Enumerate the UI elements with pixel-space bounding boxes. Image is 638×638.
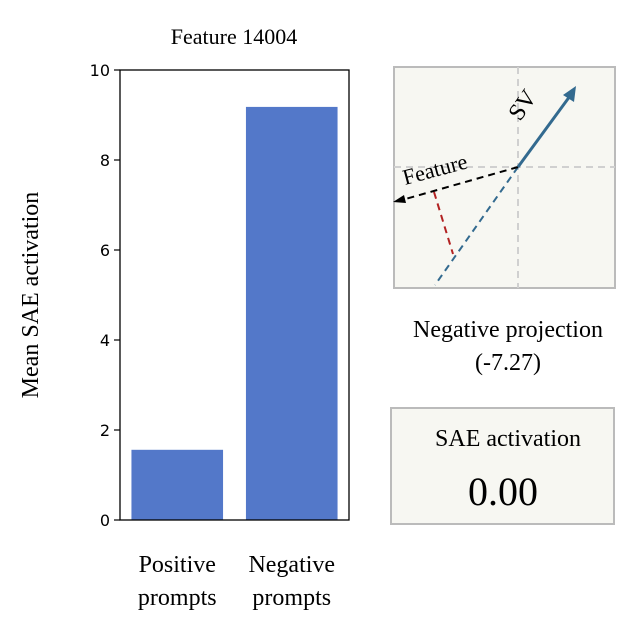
feature-vector bbox=[401, 166, 519, 201]
plot-frame bbox=[119, 69, 350, 521]
diagram-frame bbox=[393, 66, 616, 289]
projection-value: (-7.27) bbox=[475, 350, 541, 376]
y-tick-label: 4 bbox=[100, 331, 110, 350]
sv-extension-line bbox=[434, 166, 519, 286]
activation-box: SAE activation 0.00 bbox=[390, 407, 615, 525]
activation-label: SAE activation bbox=[435, 426, 581, 452]
y-tick-label: 8 bbox=[100, 151, 110, 170]
x-tick-label: Negative prompts bbox=[248, 552, 335, 611]
chart-title: Feature 14004 bbox=[171, 24, 297, 49]
bar-0 bbox=[131, 449, 224, 520]
sv-vector bbox=[516, 95, 572, 168]
bar-chart: Feature 14004 Mean SAE activation 0 2 4 6 8 1… bbox=[18, 24, 350, 611]
projection-diagram: SV Feature Negative projection (-7.27) bbox=[393, 66, 616, 376]
bar-1 bbox=[245, 106, 338, 521]
sv-arrowhead bbox=[563, 86, 576, 102]
y-tick-label: 10 bbox=[90, 61, 110, 80]
y-tick-label: 2 bbox=[100, 421, 110, 440]
y-tick-label: 6 bbox=[100, 241, 110, 260]
feature-arrowhead bbox=[393, 195, 406, 203]
diagram-caption: Negative projection bbox=[413, 317, 603, 343]
projection-line bbox=[433, 191, 454, 255]
y-tick-label: 0 bbox=[100, 511, 110, 530]
y-axis-label: Mean SAE activation bbox=[18, 192, 44, 399]
activation-value: 0.00 bbox=[468, 469, 538, 514]
x-tick-label: Positive prompts bbox=[138, 552, 217, 611]
